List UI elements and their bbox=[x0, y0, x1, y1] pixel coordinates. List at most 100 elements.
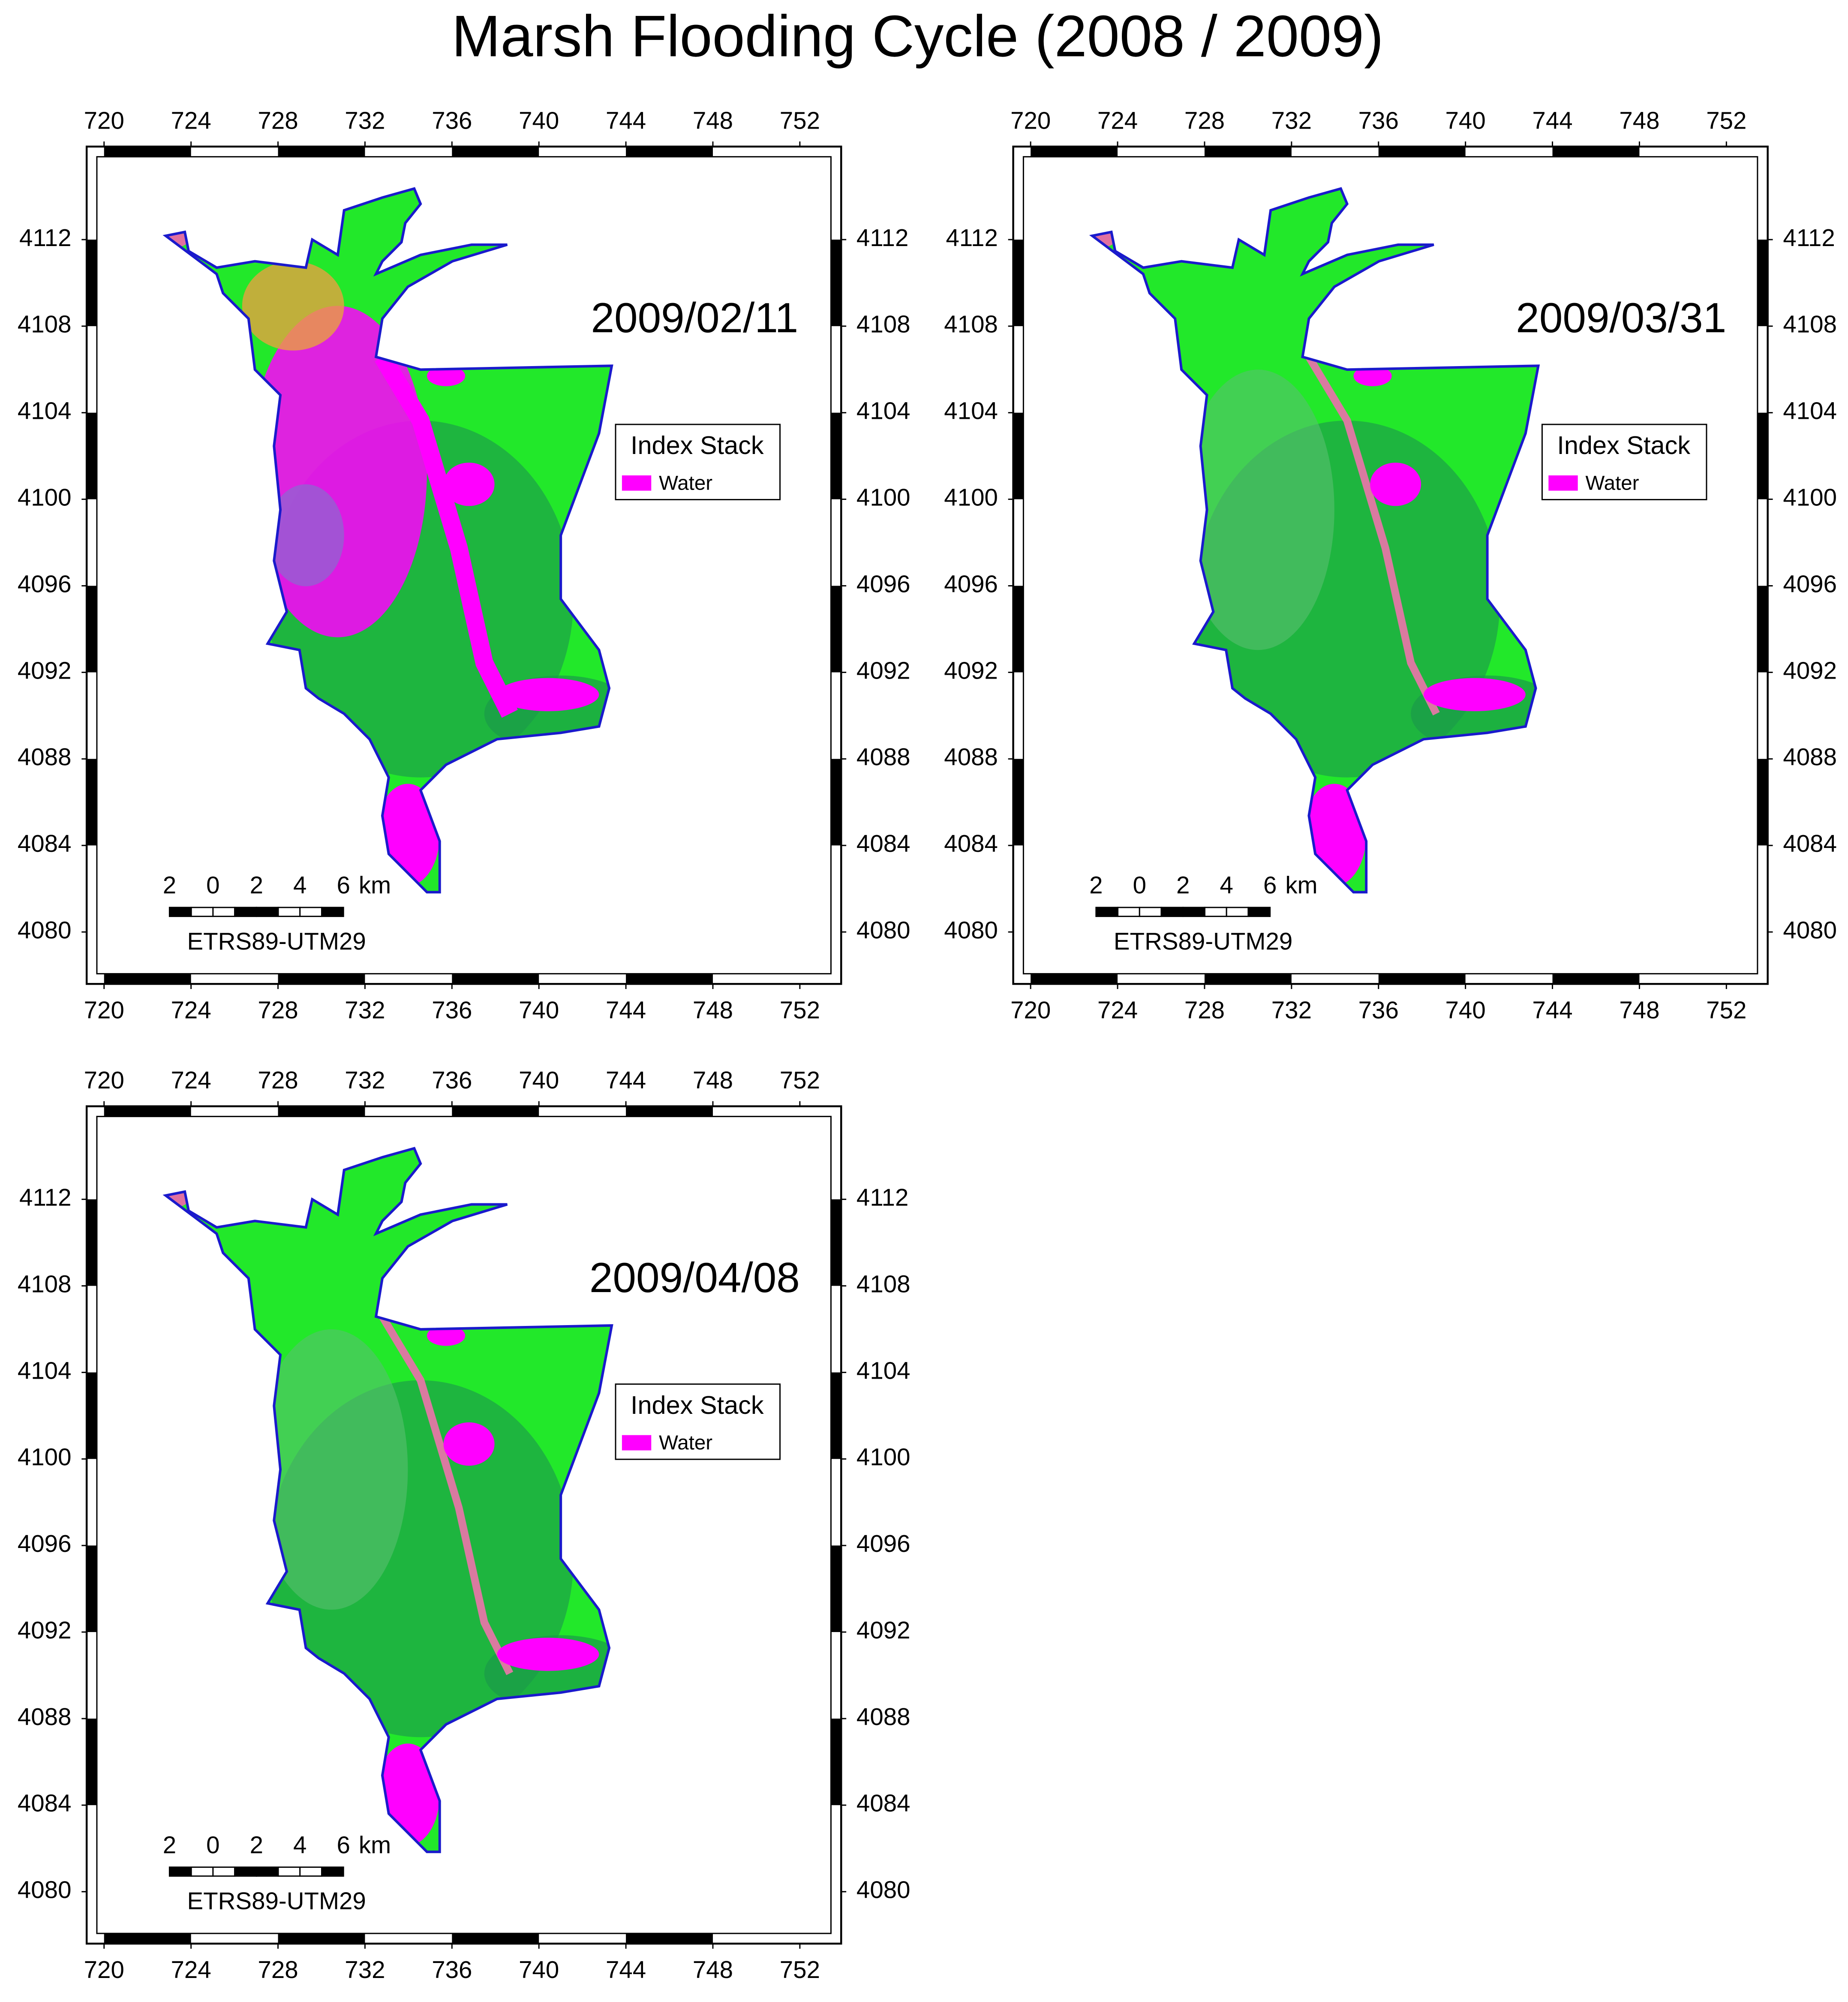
x-tick-label: 748 bbox=[693, 996, 733, 1023]
x-tick-label: 740 bbox=[519, 1956, 559, 1983]
border-stripe bbox=[1204, 974, 1292, 984]
x-tick-label: 744 bbox=[606, 107, 646, 134]
y-tick-label: 4108 bbox=[18, 311, 72, 338]
border-stripe bbox=[626, 1933, 713, 1944]
border-stripe bbox=[1013, 239, 1024, 326]
y-tick-label: 4092 bbox=[1783, 657, 1837, 684]
border-stripe bbox=[1552, 146, 1640, 157]
border-stripe bbox=[278, 974, 365, 984]
y-tick-label: 4104 bbox=[18, 1357, 72, 1384]
scale-segment bbox=[190, 907, 214, 917]
x-tick-label: 740 bbox=[519, 107, 559, 134]
y-tick-label: 4080 bbox=[944, 917, 998, 944]
y-tick-label: 4080 bbox=[18, 917, 72, 944]
border-stripe bbox=[1552, 974, 1640, 984]
border-stripe bbox=[1204, 146, 1292, 157]
legend-label: Water bbox=[659, 472, 712, 494]
border-stripe bbox=[831, 1718, 841, 1805]
x-tick-label: 744 bbox=[606, 1956, 646, 1983]
scale-label: 0 bbox=[206, 872, 219, 899]
scale-segment bbox=[321, 907, 344, 917]
x-tick-label: 744 bbox=[1532, 996, 1572, 1023]
x-tick-label: 728 bbox=[1184, 996, 1225, 1023]
border-stripe bbox=[1757, 586, 1768, 673]
scale-label: 2 bbox=[250, 1831, 263, 1858]
x-tick-label: 728 bbox=[1184, 107, 1225, 134]
x-tick-label: 752 bbox=[1706, 107, 1746, 134]
border-stripe bbox=[452, 1933, 539, 1944]
scale-unit: km bbox=[1285, 872, 1317, 899]
scale-segment bbox=[299, 907, 322, 917]
border-stripe bbox=[104, 146, 191, 157]
lake bbox=[1353, 366, 1392, 386]
scale-segment bbox=[190, 1866, 214, 1877]
x-tick-label: 720 bbox=[84, 996, 124, 1023]
scale-segment bbox=[1226, 907, 1249, 917]
x-tick-label: 744 bbox=[1532, 107, 1572, 134]
lake bbox=[497, 1638, 599, 1671]
x-tick-label: 736 bbox=[432, 996, 472, 1023]
crs-label: ETRS89-UTM29 bbox=[1114, 928, 1292, 955]
y-tick-label: 4092 bbox=[856, 657, 910, 684]
border-stripe bbox=[626, 1106, 713, 1117]
border-stripe bbox=[626, 974, 713, 984]
scale-segment bbox=[299, 1866, 322, 1877]
border-stripe bbox=[1378, 974, 1466, 984]
y-tick-label: 4096 bbox=[18, 570, 72, 597]
y-tick-label: 4092 bbox=[856, 1617, 910, 1644]
border-stripe bbox=[831, 1199, 841, 1286]
scale-segment bbox=[1247, 907, 1271, 917]
legend-title: Index Stack bbox=[1557, 431, 1690, 460]
y-tick-label: 4104 bbox=[856, 397, 910, 424]
x-tick-label: 732 bbox=[345, 1067, 385, 1094]
marsh-boundary bbox=[162, 1147, 613, 1853]
legend-label: Water bbox=[1586, 472, 1639, 494]
legend-title: Index Stack bbox=[631, 1391, 764, 1419]
x-tick-label: 732 bbox=[345, 996, 385, 1023]
y-tick-label: 4088 bbox=[856, 1703, 910, 1730]
scale-segment bbox=[1182, 907, 1205, 917]
x-tick-label: 748 bbox=[1619, 107, 1659, 134]
x-tick-label: 752 bbox=[780, 107, 820, 134]
scale-segment bbox=[212, 907, 236, 917]
scale-label: 6 bbox=[337, 872, 350, 899]
x-tick-label: 752 bbox=[780, 1956, 820, 1983]
marsh-boundary bbox=[1089, 187, 1540, 894]
scale-label: 2 bbox=[1176, 872, 1190, 899]
border-stripe bbox=[1378, 146, 1466, 157]
scale-label: 6 bbox=[1263, 872, 1277, 899]
y-tick-label: 4092 bbox=[944, 657, 998, 684]
lake bbox=[427, 1325, 466, 1346]
y-tick-label: 4092 bbox=[18, 1617, 72, 1644]
date-label: 2009/02/11 bbox=[591, 294, 798, 341]
legend-swatch bbox=[1548, 475, 1578, 491]
y-tick-label: 4096 bbox=[1783, 570, 1837, 597]
lake bbox=[443, 1422, 495, 1466]
y-tick-label: 4100 bbox=[18, 484, 72, 511]
border-stripe bbox=[831, 1372, 841, 1459]
lake bbox=[497, 678, 599, 711]
y-tick-label: 4112 bbox=[856, 1184, 908, 1211]
y-tick-label: 4088 bbox=[1783, 743, 1837, 770]
x-tick-label: 748 bbox=[693, 1956, 733, 1983]
y-tick-label: 4112 bbox=[19, 1184, 71, 1211]
border-stripe bbox=[452, 974, 539, 984]
scale-label: 2 bbox=[250, 872, 263, 899]
y-tick-label: 4108 bbox=[944, 311, 998, 338]
y-tick-label: 4108 bbox=[18, 1270, 72, 1297]
y-tick-label: 4100 bbox=[856, 1443, 910, 1470]
border-stripe bbox=[87, 1718, 97, 1805]
border-stripe bbox=[87, 1545, 97, 1632]
border-stripe bbox=[831, 586, 841, 673]
crs-label: ETRS89-UTM29 bbox=[187, 928, 366, 955]
scale-segment bbox=[1160, 907, 1184, 917]
scale-segment bbox=[255, 907, 279, 917]
border-stripe bbox=[1013, 759, 1024, 846]
y-tick-label: 4100 bbox=[1783, 484, 1837, 511]
x-tick-label: 736 bbox=[432, 1067, 472, 1094]
scale-segment bbox=[168, 1866, 192, 1877]
legend-title: Index Stack bbox=[631, 431, 764, 460]
y-tick-label: 4088 bbox=[944, 743, 998, 770]
x-tick-label: 752 bbox=[1706, 996, 1746, 1023]
border-stripe bbox=[1013, 586, 1024, 673]
